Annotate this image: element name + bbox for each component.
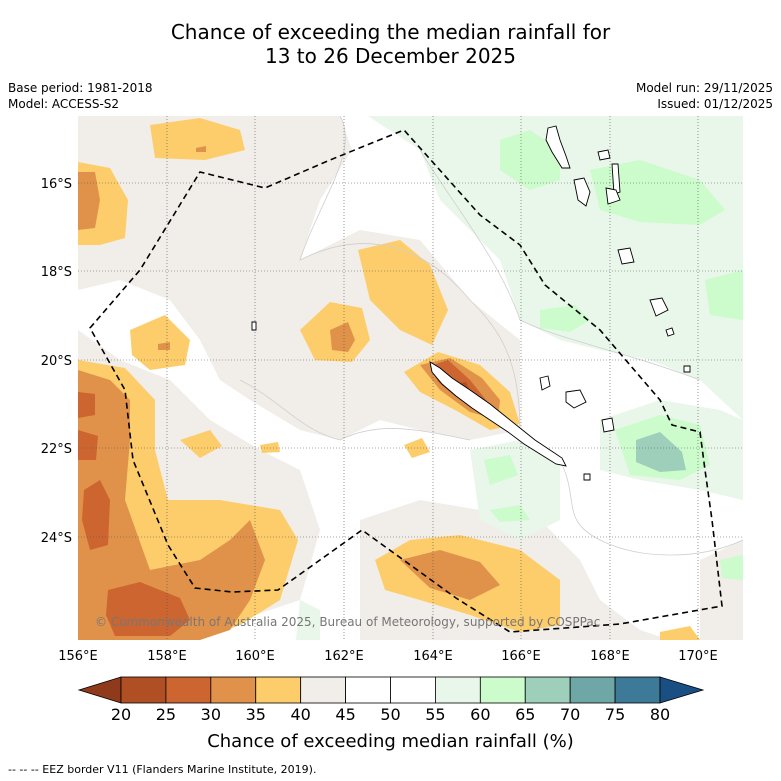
vanuatu-ambae [597,149,611,161]
colorbar-label: Chance of exceeding median rainfall (%) [207,731,574,752]
lat-label-16: 16°S [41,177,72,192]
colorbar-tick-20: 20 [111,705,131,724]
colorbar-tick-50: 50 [380,705,400,724]
model-run: Model run: 29/11/2025 [635,81,773,95]
small-island-3 [251,321,257,331]
small-island-4 [583,473,591,481]
lon-label-168: 168°E [590,649,630,664]
lat-label-18: 18°S [41,265,72,280]
colorbar-segment-40-45 [300,676,346,704]
eez-border [89,129,723,633]
lon-label-164: 164°E [413,649,453,664]
colorbar-tick-25: 25 [156,705,176,724]
small-island-2 [683,365,691,373]
vanuatu-pentecost [611,163,621,195]
colorbar-tick-70: 70 [560,705,580,724]
lat-label-20: 20°S [41,354,72,369]
colorbar-segment-25-30 [165,676,212,704]
prob-65-70-regions [636,432,686,472]
title-line-1: Chance of exceeding the median rainfall … [170,20,611,44]
colorbar-tick-65: 65 [515,705,535,724]
eez-footnote: -- -- -- EEZ border V11 (Flanders Marine… [8,763,317,776]
lat-label-22: 22°S [41,442,72,457]
title-line-2: 13 to 26 December 2025 [264,44,516,68]
lon-label-158: 158°E [147,649,187,664]
axis-labels: 156°E 158°E 160°E 162°E 164°E 166°E 168°… [41,177,718,664]
model-name: Model: ACCESS-S2 [8,97,120,111]
colorbar-segment-55-60 [435,676,481,704]
loyalty-island-1 [539,375,551,391]
loyalty-island-2 [565,389,587,409]
vanuatu-malekula [573,177,591,207]
colorbar-segment-35-40 [255,676,302,704]
colorbar-segment-75-80 [614,676,661,704]
colorbar-tick-30: 30 [201,705,221,724]
small-island-1 [665,327,675,337]
colorbar-tick-55: 55 [425,705,445,724]
colorbar-tick-35: 35 [246,705,266,724]
lon-label-160: 160°E [235,649,275,664]
new-caledonia [429,361,567,467]
colorbar-tick-80: 80 [650,705,670,724]
lon-label-162: 162°E [324,649,364,664]
colorbar-extend-high [659,676,705,704]
issued-date: Issued: 01/12/2025 [657,97,773,111]
colorbar-tick-40: 40 [290,705,310,724]
contour-lines [239,116,743,556]
colorbar-tick-75: 75 [605,705,625,724]
lon-label-166: 166°E [501,649,541,664]
loyalty-island-3 [601,417,615,433]
copyright-text: © Commonwealth of Australia 2025, Bureau… [95,615,600,629]
meta-right: Model run: 29/11/2025 Issued: 01/12/2025 [636,80,773,112]
colorbar-segment-50-55 [390,676,436,704]
vanuatu-tanna [617,247,635,265]
vanuatu-erromango [649,297,669,317]
map-title: Chance of exceeding the median rainfall … [0,20,781,68]
landmasses [251,125,691,481]
lon-label-170: 170°E [678,649,718,664]
vanuatu-efate [605,187,621,205]
colorbar-extend-low [77,676,122,704]
colorbar-segment-45-50 [345,676,391,704]
graticule [78,116,743,640]
colorbar-tick-45: 45 [335,705,355,724]
vanuatu-espiritu-santo [545,125,571,169]
colorbar-tick-60: 60 [470,705,490,724]
map-area: © Commonwealth of Australia 2025, Bureau… [78,116,743,640]
colorbar-segment-65-70 [524,676,571,704]
colorbar: 20 25 30 35 40 45 50 55 60 65 70 75 80 [77,676,705,724]
colorbar-segment-30-35 [210,676,257,704]
base-period: Base period: 1981-2018 [8,81,153,95]
lon-label-156: 156°E [58,649,98,664]
colorbar-segment-20-25 [120,676,167,704]
meta-left: Base period: 1981-2018 Model: ACCESS-S2 [8,80,153,112]
colorbar-segment-60-65 [479,676,526,704]
lat-label-24: 24°S [41,531,72,546]
colorbar-segment-70-75 [569,676,616,704]
